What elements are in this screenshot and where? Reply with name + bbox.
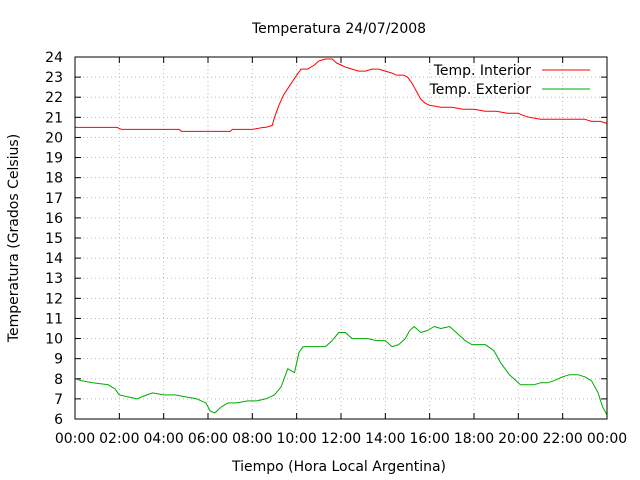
y-tick-label: 6 [54,412,63,428]
y-tick-label: 18 [45,171,63,187]
legend: Temp. Interior Temp. Exterior [429,63,590,98]
y-tick-label: 9 [54,352,63,368]
legend-label: Temp. Exterior [429,82,532,98]
y-tick-label: 19 [45,151,63,167]
y-tick-label: 14 [45,251,63,267]
y-tick-label: 12 [45,291,63,307]
x-tick-label: 20:00 [498,431,538,447]
y-tick-label: 16 [45,211,63,227]
y-tick-label: 10 [45,332,63,348]
y-axis-title: Temperatura (Grados Celsius) [6,134,22,343]
x-tick-label: 06:00 [188,431,228,447]
y-tick-label: 11 [45,311,63,327]
y-tick-label: 13 [45,271,63,287]
y-tick-label: 24 [45,50,63,66]
series-line-exterior [74,326,608,416]
x-tick-label: 08:00 [232,431,272,447]
y-tick-label: 21 [45,110,63,126]
x-tick-label: 14:00 [365,431,405,447]
y-tick-label: 8 [54,372,63,388]
x-axis-title: Tiempo (Hora Local Argentina) [231,459,446,475]
series-line-interior [75,58,608,132]
x-tick-label: 12:00 [321,431,361,447]
x-tick-label: 16:00 [409,431,449,447]
y-tick-label: 17 [45,191,63,207]
chart-title: Temperatura 24/07/2008 [251,21,426,37]
x-tick-label: 22:00 [542,431,582,447]
y-tick-label: 22 [45,90,63,106]
x-tick-label: 02:00 [99,431,139,447]
y-tick-label: 15 [45,231,63,247]
x-tick-label: 00:00 [587,431,627,447]
legend-label: Temp. Interior [433,63,532,79]
x-tick-label: 10:00 [276,431,316,447]
y-tick-label: 20 [45,130,63,146]
y-tick-label: 7 [54,392,63,408]
x-tick-label: 04:00 [143,431,183,447]
series-layer [74,58,608,416]
grid [75,57,607,419]
y-tick-label: 23 [45,70,63,86]
x-tick-label: 00:00 [55,431,95,447]
x-tick-label: 18:00 [454,431,494,447]
plot-frame [74,56,608,420]
